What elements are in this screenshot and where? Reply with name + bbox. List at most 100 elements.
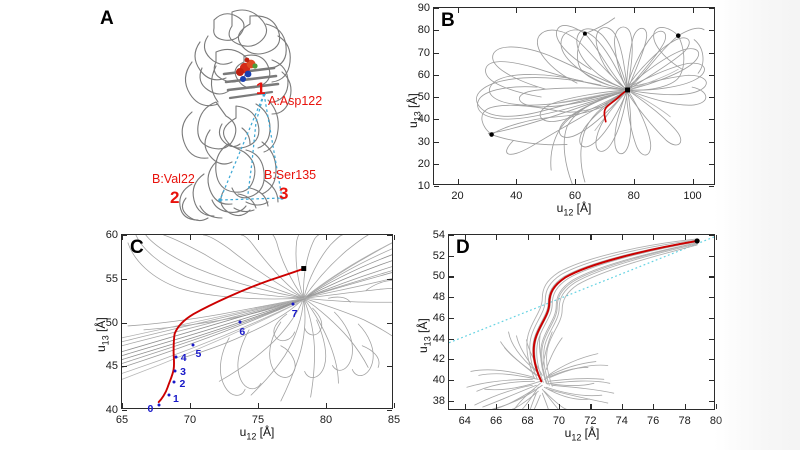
tick-label-x: 78 (678, 415, 691, 427)
vertex-1-dot (262, 92, 266, 96)
tick-x-top (122, 235, 124, 240)
tick-label-y: 90 (417, 2, 430, 14)
tick-y (122, 235, 127, 237)
tick-x-top (190, 235, 192, 240)
tick-label-y: 38 (432, 394, 445, 407)
panel-b-xaxis-title: u12 [Å] (557, 201, 592, 217)
tick-x (575, 179, 577, 184)
panel-a-marker-1: 1 (256, 79, 266, 98)
tick-y (434, 141, 439, 143)
ligand-spheres (236, 57, 258, 82)
tick-y (122, 366, 127, 368)
panel-b-red-path (603, 89, 629, 123)
tick-label-x: 70 (183, 414, 197, 426)
tick-x-top (716, 235, 718, 240)
tick-label-x: 75 (251, 414, 265, 426)
tick-y-right (709, 338, 714, 340)
panel-d-letter: D (456, 237, 470, 258)
tick-x-top (457, 8, 459, 13)
tick-y (122, 322, 127, 324)
tick-label-y: 40 (432, 373, 445, 386)
tick-y-right (387, 235, 392, 237)
panel-d-xaxis-sub: 12 (571, 432, 582, 443)
panel-d-node-endpoint (694, 238, 700, 244)
tick-y-right (709, 74, 714, 76)
tick-label-x: 64 (458, 415, 471, 427)
tick-label-x: 65 (115, 414, 129, 426)
tick-label-y: 48 (432, 291, 445, 304)
tick-x-top (575, 8, 577, 13)
tick-y (449, 235, 454, 237)
tick-y (434, 97, 439, 99)
tick-x-top (590, 235, 592, 240)
panel-d-yaxis-sub: 13 (422, 336, 433, 347)
tick-y (434, 30, 439, 32)
tick-y-right (387, 278, 392, 280)
tick-label-y: 80 (417, 24, 430, 37)
tick-x (692, 179, 694, 184)
panel-c-yaxis-var: u (94, 345, 108, 352)
tick-x (527, 404, 529, 409)
panel-c-xaxis-var: u (239, 425, 247, 439)
panel-b-yaxis-title: u13 [Å] (406, 93, 422, 128)
panel-d-xaxis-var: u (564, 426, 572, 440)
tick-label-y: 46 (432, 311, 445, 324)
tick-label-x: 80 (319, 414, 333, 426)
panel-a-label-val22: B:Val22 (152, 172, 195, 186)
tick-y-right (709, 235, 714, 237)
panel-c-node-center (301, 266, 307, 271)
panel-d-xaxis-unit: [Å] (581, 426, 600, 440)
tick-y-right (709, 119, 714, 121)
tick-y (434, 8, 439, 10)
tick-y (449, 379, 454, 382)
tick-label-x: 100 (683, 190, 702, 202)
tick-label-x: 72 (584, 415, 597, 427)
tick-label-y: 50 (417, 91, 430, 103)
tick-label-x: 70 (552, 415, 566, 427)
tick-label-y: 52 (432, 249, 445, 262)
tick-y-right (709, 297, 714, 299)
panel-d-red-mean-path (532, 239, 699, 383)
tick-y (434, 52, 439, 54)
panel-b-yaxis-unit: [Å] (406, 93, 420, 112)
tick-x (457, 179, 459, 184)
tick-x (558, 404, 561, 409)
tick-y (434, 74, 439, 76)
tick-y (434, 186, 439, 188)
tick-label-y: 10 (417, 180, 430, 192)
tick-x-top (496, 235, 498, 240)
tick-y-right (709, 30, 714, 32)
waypoint-dot (191, 343, 195, 347)
tick-y-right (387, 410, 392, 412)
tick-x (496, 404, 498, 409)
panel-c-yaxis-unit: [Å] (94, 317, 108, 336)
tick-y-right (709, 400, 714, 402)
waypoint-label-4: 4 (180, 351, 187, 364)
panel-d-axes: 64 66 68 70 72 74 76 78 80 38 40 42 44 46 48 50 52 54 (433, 229, 722, 427)
tick-y (449, 400, 454, 402)
tick-x (633, 179, 635, 184)
tick-label-y: 60 (417, 68, 430, 81)
tick-label-x: 85 (387, 414, 401, 426)
panel-c-yaxis-title: u13 [Å] (94, 317, 110, 352)
panel-a-marker-2: 2 (170, 188, 180, 207)
tick-y-right (709, 359, 714, 361)
panel-c-plot-lines (122, 235, 392, 404)
tick-y (449, 338, 454, 340)
tick-y (449, 359, 454, 361)
protein-cartoon-graphic (179, 9, 292, 222)
panel-a-structure: A (96, 2, 396, 224)
tick-x-top (394, 235, 396, 240)
tick-y (434, 119, 439, 121)
tick-x (258, 403, 260, 408)
tick-label-x: 76 (647, 415, 660, 427)
panel-a-marker-3: 3 (279, 184, 289, 203)
tick-x (464, 404, 466, 409)
panel-b-node-left (489, 132, 494, 137)
panel-b-yaxis-sub: 13 (412, 111, 423, 122)
tick-x (190, 403, 192, 408)
tick-x-top (558, 235, 561, 240)
tick-y-right (709, 276, 714, 278)
panel-b-plot-lines (476, 17, 707, 184)
